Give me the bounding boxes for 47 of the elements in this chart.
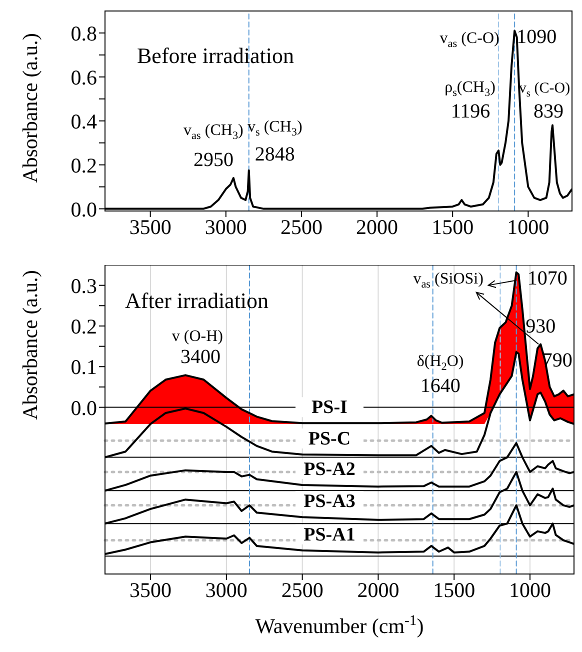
series-label: PS-C <box>308 428 351 449</box>
annotation: 839 <box>534 100 564 122</box>
x-tick-label: 3500 <box>130 578 172 602</box>
y-tick-label: 0.2 <box>70 314 97 338</box>
x-tick-label: 3000 <box>204 214 247 239</box>
series-label: PS-A3 <box>304 490 356 512</box>
y-tick-label: 0.0 <box>70 197 97 222</box>
x-tick-label: 3000 <box>205 578 248 602</box>
y-tick-label: 0.8 <box>70 21 97 46</box>
annotation: v$_{s}$ (CH$_{3}$) <box>247 118 302 138</box>
y-tick-label: 0.2 <box>70 153 97 178</box>
x-tick-label: 2500 <box>280 214 322 239</box>
y-tick-label: 0.3 <box>70 274 97 298</box>
annotation: 1070 <box>527 267 568 290</box>
y-axis-title: Absorbance (a.u.) <box>18 270 42 420</box>
y-tick-label: 0.1 <box>70 355 97 380</box>
annotation: 1640 <box>420 374 460 397</box>
y-tick-label: 0.4 <box>70 109 98 134</box>
x-axis-title: Wavenumber (cm$^{-1}$) <box>255 613 424 638</box>
annotation: 930 <box>526 315 556 338</box>
x-tick-label: 1500 <box>432 214 474 239</box>
annotation: v (O-H) <box>172 328 223 345</box>
annotation: Before irradiation <box>137 42 294 68</box>
annotation: 3400 <box>180 346 220 368</box>
series-label: PS-A1 <box>304 524 356 545</box>
annotation: 2950 <box>193 149 234 172</box>
series-label: PS-I <box>312 396 348 418</box>
annotation: After irradiation <box>125 288 269 312</box>
annotation: 2848 <box>254 143 295 166</box>
annotation: 1090 <box>516 26 557 48</box>
x-tick-label: 1000 <box>508 578 551 602</box>
annotation: δ(H$_{2}$O) <box>416 352 464 373</box>
x-tick-label: 2000 <box>356 214 398 239</box>
annotation: v$_{as}$ (C-O) <box>440 29 500 50</box>
x-tick-label: 1000 <box>507 214 550 239</box>
series-label: PS-A2 <box>304 458 356 480</box>
annotation: v$_{as}$ (SiOSi) <box>413 270 484 290</box>
annotation: 1196 <box>450 100 490 123</box>
annotation: v$_{as}$ (CH$_{3}$) <box>184 122 244 142</box>
x-tick-label: 2500 <box>281 578 324 602</box>
y-tick-label: 0.6 <box>70 65 97 90</box>
y-axis-title: Absorbance (a.u.) <box>18 33 42 183</box>
x-tick-label: 1500 <box>433 578 476 602</box>
y-tick-label: 0.0 <box>70 396 97 420</box>
x-tick-label: 2000 <box>357 578 400 602</box>
annotation: ρ$_{s}$(CH$_{3}$) <box>444 78 496 99</box>
x-tick-label: 3500 <box>129 214 172 239</box>
